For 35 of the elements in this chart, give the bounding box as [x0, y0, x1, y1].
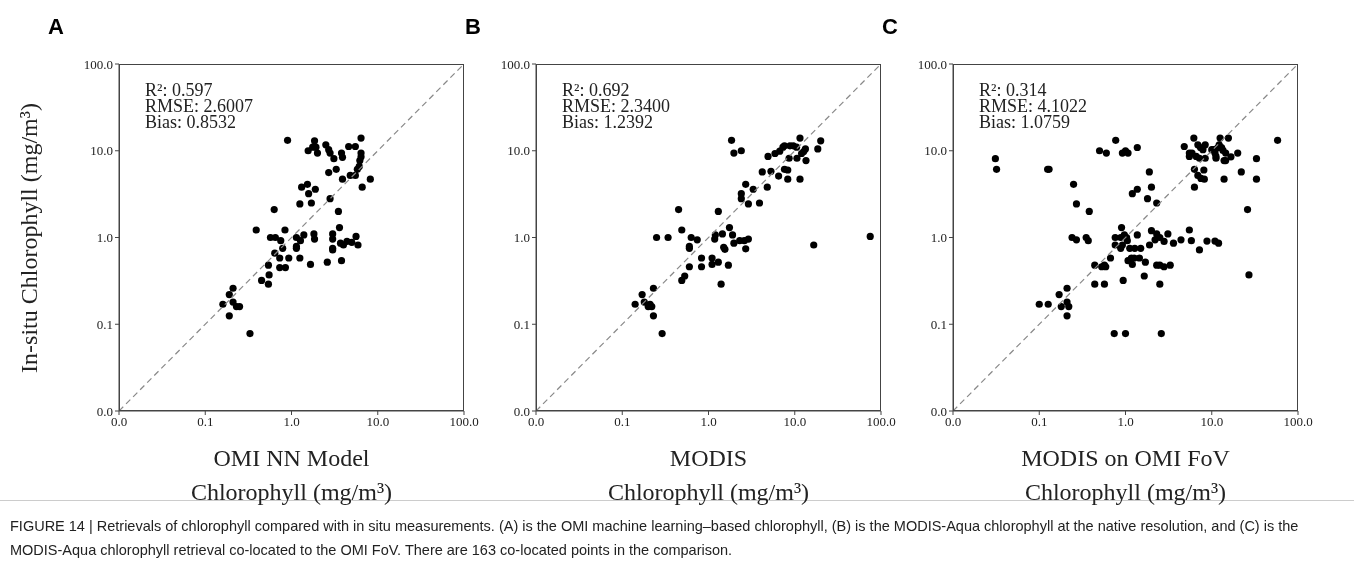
x-tick-label: 10.0	[783, 414, 807, 430]
y-tick-label: 0.0	[513, 403, 530, 419]
chart-title: C	[882, 14, 898, 40]
x-tick-label: 1.0	[283, 414, 300, 430]
y-tick-label: 1.0	[96, 230, 113, 246]
y-tick-label: 100.0	[500, 56, 530, 72]
x-axis-title: OMI NN Model Chlorophyll (mg/m³)	[190, 444, 393, 507]
y-tick-label: 0.1	[513, 316, 530, 332]
y-tick-label: 0.0	[96, 403, 113, 419]
y-tick-label: 1.0	[930, 230, 947, 246]
y-tick-label: 10.0	[924, 143, 947, 159]
x-tick-label: 100.0	[449, 414, 479, 430]
y-tick-label: 1.0	[513, 230, 530, 246]
y-tick-label: 0.1	[930, 316, 947, 332]
y-tick-label: 100.0	[83, 56, 113, 72]
x-axis-title: MODIS Chlorophyll (mg/m³)	[607, 444, 810, 507]
x-tick-label: 0.1	[1031, 414, 1048, 430]
chart-title: A	[48, 14, 64, 40]
y-tick-label: 10.0	[507, 143, 530, 159]
y-tick-label: 10.0	[90, 143, 113, 159]
y-tick-label: 0.1	[96, 316, 113, 332]
x-tick-label: 100.0	[1283, 414, 1313, 430]
x-tick-label: 0.1	[614, 414, 631, 430]
y-tick-label: 0.0	[930, 403, 947, 419]
chart-title: B	[465, 14, 481, 40]
x-tick-label: 10.0	[366, 414, 390, 430]
y-axis-title: In-situ Chlorophyll (mg/m³)	[15, 102, 43, 373]
caption: FIGURE 14 | Retrievals of chlorophyll compared with in situ measurements. (A) is the OMI machine learning–based chlorophyll, (B) is the MODIS-Aqua chlorophyll at the native resolution, and (C) is the MODIS-Aqua chlorophyll retrieval co-located to the OMI FoV. There are 163 co-located points in the comparison.	[10, 517, 1300, 560]
x-tick-label: 100.0	[866, 414, 896, 430]
x-tick-label: 1.0	[700, 414, 717, 430]
y-tick-label: 100.0	[917, 56, 947, 72]
x-tick-label: 0.1	[197, 414, 214, 430]
x-tick-label: 1.0	[1117, 414, 1134, 430]
x-axis-title: MODIS on OMI FoV Chlorophyll (mg/m³)	[1021, 444, 1230, 507]
x-tick-label: 10.0	[1200, 414, 1224, 430]
